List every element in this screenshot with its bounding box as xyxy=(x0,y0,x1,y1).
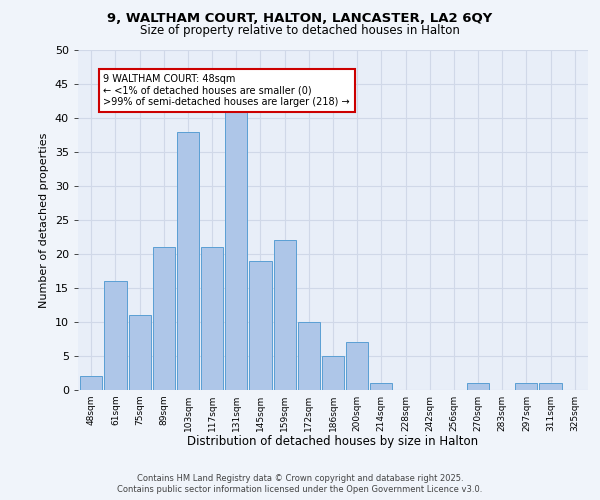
Text: Distribution of detached houses by size in Halton: Distribution of detached houses by size … xyxy=(187,434,479,448)
Bar xyxy=(177,132,199,390)
Bar xyxy=(322,356,344,390)
Bar xyxy=(274,240,296,390)
Bar xyxy=(467,383,489,390)
Text: 9, WALTHAM COURT, HALTON, LANCASTER, LA2 6QY: 9, WALTHAM COURT, HALTON, LANCASTER, LA2… xyxy=(107,12,493,26)
Bar xyxy=(346,342,368,390)
Bar xyxy=(128,315,151,390)
Y-axis label: Number of detached properties: Number of detached properties xyxy=(39,132,49,308)
Bar xyxy=(539,383,562,390)
Bar xyxy=(104,281,127,390)
Text: Contains HM Land Registry data © Crown copyright and database right 2025.
Contai: Contains HM Land Registry data © Crown c… xyxy=(118,474,482,494)
Bar xyxy=(80,376,103,390)
Bar xyxy=(298,322,320,390)
Bar xyxy=(370,383,392,390)
Bar xyxy=(515,383,538,390)
Text: 9 WALTHAM COURT: 48sqm
← <1% of detached houses are smaller (0)
>99% of semi-det: 9 WALTHAM COURT: 48sqm ← <1% of detached… xyxy=(103,74,350,107)
Bar xyxy=(201,247,223,390)
Bar xyxy=(225,111,247,390)
Bar xyxy=(152,247,175,390)
Text: Size of property relative to detached houses in Halton: Size of property relative to detached ho… xyxy=(140,24,460,37)
Bar xyxy=(250,261,272,390)
